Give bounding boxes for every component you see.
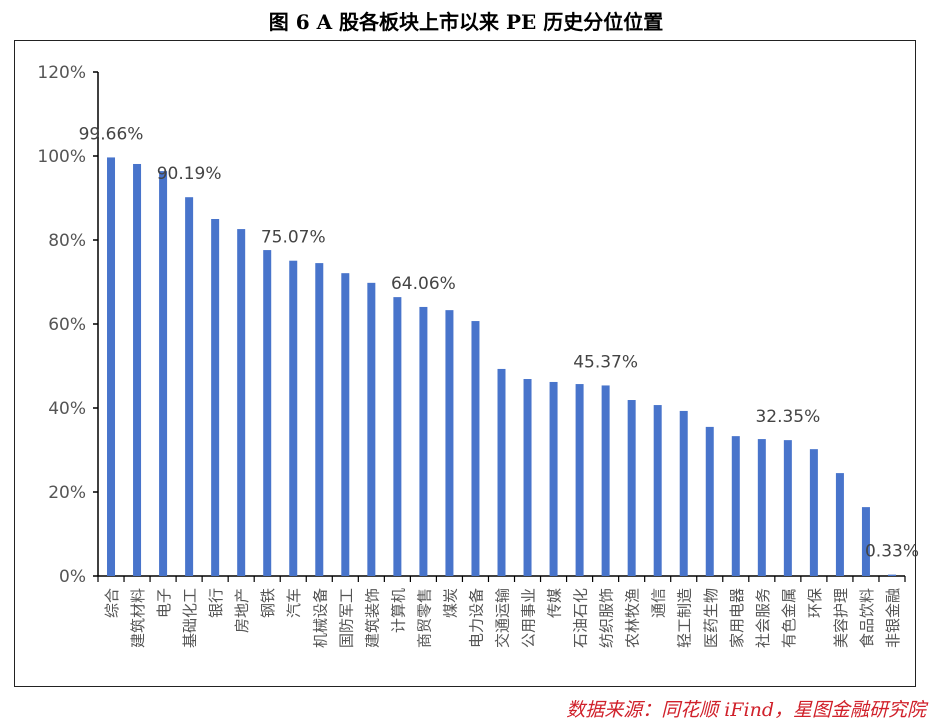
bar-农林牧渔 — [627, 400, 636, 576]
bar-机械设备 — [315, 263, 324, 576]
bar-有色金属 — [783, 440, 792, 576]
bar-非银金融 — [887, 574, 896, 576]
bar-煤炭 — [445, 310, 454, 576]
bar-家用电器 — [731, 436, 740, 576]
x-tick-label: 食品饮料 — [858, 588, 876, 648]
y-tick-label: 60% — [48, 315, 86, 335]
x-tick-label: 国防军工 — [337, 588, 355, 648]
y-tick-label: 20% — [48, 483, 86, 503]
bar-交通运输 — [497, 368, 506, 576]
bar-基础化工 — [185, 197, 194, 576]
data-label: 75.07% — [261, 228, 326, 248]
bar-通信 — [653, 405, 662, 576]
x-tick-label: 公用事业 — [520, 588, 538, 648]
x-tick-label: 综合 — [103, 588, 121, 618]
x-tick-label: 建筑材料 — [129, 588, 147, 648]
bar-建筑装饰 — [367, 282, 376, 576]
bar-轻工制造 — [679, 410, 688, 576]
y-tick-label: 120% — [37, 63, 86, 83]
bar-计算机 — [393, 297, 402, 576]
bar-chart: 0% 20% 40% 60% 80% 100% 120% 综合 建筑材料 电子 基础化工 银行 房地产钢… — [37, 63, 919, 648]
data-label: 32.35% — [755, 407, 820, 427]
x-tick-label: 传媒 — [546, 588, 564, 618]
bar-食品饮料 — [861, 507, 870, 576]
x-tick-label: 房地产 — [233, 588, 251, 633]
x-tick-label: 电力设备 — [467, 588, 485, 648]
y-tick-label: 80% — [48, 231, 86, 251]
x-tick-label: 环保 — [806, 588, 824, 618]
x-tick-label: 基础化工 — [181, 588, 199, 648]
data-label: 64.06% — [391, 274, 456, 294]
x-tick-label: 机械设备 — [311, 588, 329, 648]
y-tick-label: 0% — [59, 567, 86, 587]
x-tick-label: 农林牧渔 — [624, 588, 642, 648]
bar-石油石化 — [575, 384, 584, 576]
bar-房地产 — [237, 229, 246, 576]
x-tick-label: 非银金融 — [884, 588, 902, 648]
bar-国防军工 — [341, 273, 350, 576]
data-label: 90.19% — [157, 164, 222, 184]
data-label: 0.33% — [865, 542, 919, 562]
x-tick-label: 交通运输 — [494, 588, 512, 648]
bar-医药生物 — [705, 426, 714, 576]
bar-汽车 — [289, 260, 298, 576]
x-tick-label: 家用电器 — [728, 588, 746, 648]
bar-建筑材料 — [133, 163, 142, 577]
bar-综合 — [107, 157, 116, 577]
x-tick-label: 石油石化 — [572, 588, 590, 648]
x-tick-label: 轻工制造 — [676, 588, 694, 648]
data-label: 45.37% — [573, 352, 638, 372]
x-tick-label: 煤炭 — [441, 588, 459, 618]
x-tick-label: 医药生物 — [702, 588, 720, 648]
x-tick-label: 银行 — [207, 588, 225, 618]
data-label: 99.66% — [79, 124, 144, 144]
x-tick-label: 钢铁 — [259, 588, 277, 618]
bar-电子 — [159, 171, 168, 576]
chart-title: 图 6 A 股各板块上市以来 PE 历史分位位置 — [268, 10, 664, 34]
y-tick-label: 100% — [37, 147, 86, 167]
x-tick-label: 社会服务 — [754, 588, 772, 648]
bar-纺织服饰 — [601, 385, 610, 576]
y-tick-label: 40% — [48, 399, 86, 419]
x-tick-label: 美容护理 — [832, 588, 850, 648]
x-tick-label: 商贸零售 — [415, 588, 433, 648]
bar-美容护理 — [835, 473, 844, 576]
chart-frame — [14, 40, 916, 687]
bar-传媒 — [549, 381, 558, 576]
source-note: 数据来源：同花顺 iFind，星图金融研究院 — [566, 699, 926, 721]
x-tick-label: 汽车 — [285, 588, 303, 618]
bar-钢铁 — [263, 250, 272, 576]
bar-公用事业 — [523, 379, 532, 576]
bar-社会服务 — [757, 439, 766, 576]
bar-银行 — [211, 219, 220, 576]
bar-商贸零售 — [419, 306, 428, 576]
x-tick-label: 电子 — [155, 588, 173, 618]
x-tick-label: 建筑装饰 — [363, 588, 381, 648]
x-tick-label: 有色金属 — [780, 588, 798, 648]
bar-电力设备 — [471, 321, 480, 576]
x-tick-label: 计算机 — [389, 588, 407, 633]
x-tick-label: 通信 — [650, 588, 668, 618]
x-tick-label: 纺织服饰 — [598, 588, 616, 648]
bar-环保 — [809, 449, 818, 576]
